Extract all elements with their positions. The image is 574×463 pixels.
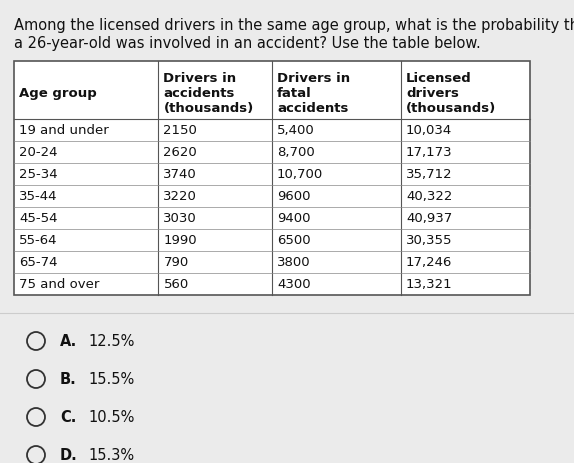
Text: 6500: 6500 bbox=[277, 234, 311, 247]
Text: 35,712: 35,712 bbox=[406, 168, 453, 181]
Text: accidents: accidents bbox=[164, 87, 235, 100]
Text: (thousands): (thousands) bbox=[164, 102, 254, 115]
Text: 40,937: 40,937 bbox=[406, 212, 452, 225]
Text: 10,700: 10,700 bbox=[277, 168, 323, 181]
Text: (thousands): (thousands) bbox=[406, 102, 497, 115]
Text: 35-44: 35-44 bbox=[19, 190, 57, 203]
Bar bbox=[14, 62, 530, 295]
Text: Drivers in: Drivers in bbox=[164, 72, 236, 85]
Text: 3740: 3740 bbox=[164, 168, 197, 181]
Text: accidents: accidents bbox=[277, 102, 348, 115]
Text: 1990: 1990 bbox=[164, 234, 197, 247]
Text: Among the licensed drivers in the same age group, what is the probability that: Among the licensed drivers in the same a… bbox=[14, 18, 574, 33]
Text: 17,246: 17,246 bbox=[406, 256, 452, 269]
Text: 790: 790 bbox=[164, 256, 189, 269]
Text: 8,700: 8,700 bbox=[277, 146, 315, 159]
Text: 9400: 9400 bbox=[277, 212, 311, 225]
Text: 30,355: 30,355 bbox=[406, 234, 452, 247]
Text: drivers: drivers bbox=[406, 87, 459, 100]
Text: 65-74: 65-74 bbox=[19, 256, 57, 269]
Text: B.: B. bbox=[60, 372, 77, 387]
Text: 3030: 3030 bbox=[164, 212, 197, 225]
Text: 17,173: 17,173 bbox=[406, 146, 453, 159]
Text: A.: A. bbox=[60, 334, 77, 349]
Text: 15.3%: 15.3% bbox=[88, 448, 134, 463]
Text: 2150: 2150 bbox=[164, 124, 197, 137]
Text: 10.5%: 10.5% bbox=[88, 410, 134, 425]
Text: 12.5%: 12.5% bbox=[88, 334, 134, 349]
Text: 3800: 3800 bbox=[277, 256, 311, 269]
Text: 55-64: 55-64 bbox=[19, 234, 57, 247]
Text: 75 and over: 75 and over bbox=[19, 278, 99, 291]
Text: 10,034: 10,034 bbox=[406, 124, 452, 137]
Text: 13,321: 13,321 bbox=[406, 278, 453, 291]
Text: 25-34: 25-34 bbox=[19, 168, 57, 181]
Text: 15.5%: 15.5% bbox=[88, 372, 134, 387]
Text: D.: D. bbox=[60, 448, 77, 463]
Text: 5,400: 5,400 bbox=[277, 124, 315, 137]
Text: 20-24: 20-24 bbox=[19, 146, 57, 159]
Text: 2620: 2620 bbox=[164, 146, 197, 159]
Text: 4300: 4300 bbox=[277, 278, 311, 291]
Text: Licensed: Licensed bbox=[406, 72, 472, 85]
Text: 40,322: 40,322 bbox=[406, 190, 452, 203]
Text: Age group: Age group bbox=[19, 87, 97, 100]
Text: C.: C. bbox=[60, 410, 76, 425]
Text: 45-54: 45-54 bbox=[19, 212, 57, 225]
Text: Drivers in: Drivers in bbox=[277, 72, 350, 85]
Text: fatal: fatal bbox=[277, 87, 312, 100]
Text: 3220: 3220 bbox=[164, 190, 197, 203]
Text: a 26-year-old was involved in an accident? Use the table below.: a 26-year-old was involved in an acciden… bbox=[14, 36, 481, 51]
Text: 9600: 9600 bbox=[277, 190, 311, 203]
Text: 19 and under: 19 and under bbox=[19, 124, 108, 137]
Text: 560: 560 bbox=[164, 278, 189, 291]
